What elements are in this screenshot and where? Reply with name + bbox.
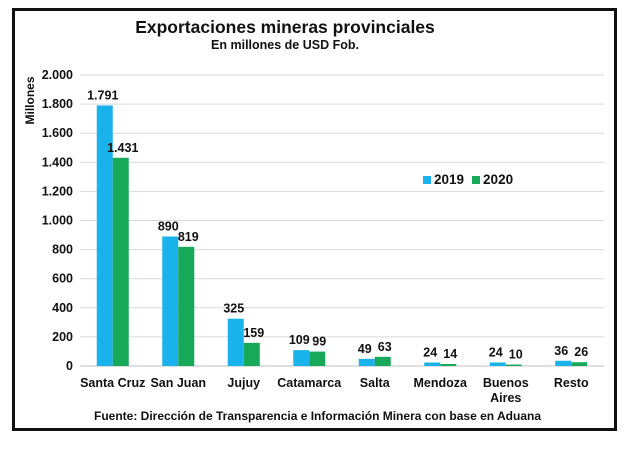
legend-swatch-2019	[423, 175, 431, 184]
chart-subtitle: En millones de USD Fob.	[211, 38, 359, 52]
chart-title: Exportaciones mineras provinciales	[135, 17, 435, 37]
data-label-2020: 63	[378, 340, 392, 354]
bar-2020	[571, 362, 588, 366]
bar-2019	[358, 358, 375, 366]
x-tick-label: San Juan	[150, 376, 206, 390]
data-label-2020: 99	[312, 335, 326, 349]
data-label-2019: 325	[223, 302, 244, 316]
data-label-2020: 10	[509, 348, 523, 362]
bar-2020	[440, 363, 457, 366]
legend-item-2020: 2020	[472, 172, 513, 187]
bar-2019	[162, 236, 179, 366]
source-note: Fuente: Dirección de Transparencia e Inf…	[93, 409, 541, 423]
y-tick-label: 1.400	[42, 155, 73, 169]
bar-2019	[489, 362, 506, 366]
bar-2020	[505, 364, 522, 366]
data-label-2019: 24	[489, 346, 503, 360]
y-tick-label: 1.200	[42, 184, 73, 198]
y-tick-label: 1.800	[42, 97, 73, 111]
x-tick-label: Salta	[360, 376, 391, 390]
y-tick-label: 2.000	[42, 68, 73, 82]
x-tick-label: Aires	[490, 391, 521, 405]
y-tick-label: 1.000	[42, 214, 73, 228]
x-tick-label: Santa Cruz	[80, 376, 145, 390]
y-tick-label: 400	[52, 301, 73, 315]
bar-2019	[293, 350, 310, 366]
bar-2020	[309, 351, 326, 366]
y-axis-label: Millones	[23, 76, 37, 124]
bar-2019	[424, 362, 441, 366]
legend-label-2020: 2020	[483, 172, 514, 187]
bar-2019	[227, 318, 244, 366]
x-tick-label: Catamarca	[277, 376, 342, 390]
y-tick-label: 600	[52, 272, 73, 286]
x-tick-label: Resto	[554, 376, 589, 390]
data-label-2020: 1.431	[107, 141, 138, 155]
data-label-2020: 159	[243, 326, 264, 340]
legend-item-2019: 2019	[423, 172, 464, 187]
y-tick-label: 200	[52, 330, 73, 344]
legend-label-2019: 2019	[434, 172, 465, 187]
y-tick-label: 1.600	[42, 126, 73, 140]
data-label-2019: 24	[423, 346, 437, 360]
bar-2020	[112, 157, 129, 366]
x-tick-label: Buenos	[483, 376, 529, 390]
bar-2020	[374, 356, 391, 366]
data-label-2019: 1.791	[87, 88, 118, 102]
data-label-2019: 49	[358, 342, 372, 356]
data-label-2019: 36	[554, 344, 568, 358]
data-label-2020: 26	[574, 345, 588, 359]
legend: 2019 2020	[423, 172, 521, 187]
data-label-2019: 890	[158, 220, 179, 234]
x-tick-label: Mendoza	[414, 376, 469, 390]
data-label-2019: 109	[289, 333, 310, 347]
bar-2020	[243, 342, 260, 366]
bar-2019	[555, 360, 572, 366]
y-tick-label: 800	[52, 243, 73, 257]
bar-2020	[178, 246, 195, 366]
data-label-2020: 819	[178, 230, 199, 244]
x-tick-label: Jujuy	[227, 376, 260, 390]
bar-2019	[96, 105, 113, 367]
data-label-2020: 14	[443, 347, 457, 361]
y-tick-label: 0	[66, 359, 73, 373]
legend-swatch-2020	[472, 175, 481, 184]
